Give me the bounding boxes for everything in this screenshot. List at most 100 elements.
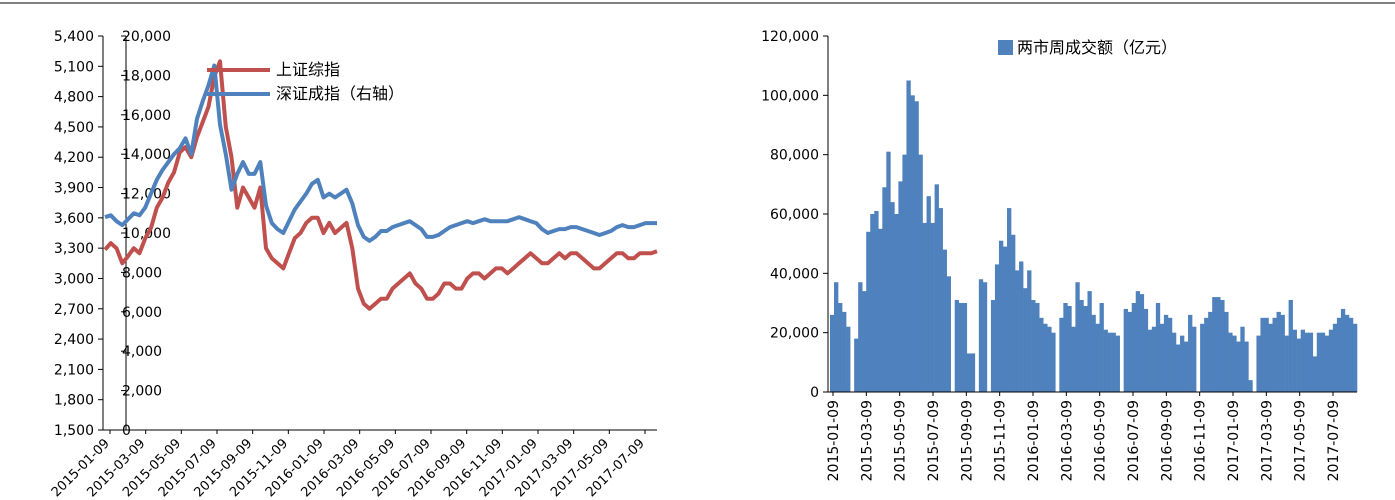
turnover-bar xyxy=(994,264,1000,392)
turnover-bar xyxy=(1348,317,1354,392)
turnover-bar xyxy=(1159,323,1165,392)
turnover-bar xyxy=(838,303,843,392)
turnover-bar xyxy=(1236,341,1241,392)
x-tick-label: 2015-05-09 xyxy=(893,400,909,481)
turnover-bar xyxy=(1312,356,1318,392)
turnover-bar xyxy=(1075,282,1080,392)
turnover-bar xyxy=(982,282,988,392)
turnover-bar xyxy=(998,240,1004,392)
turnover-bar xyxy=(938,208,943,392)
turnover-bar xyxy=(1260,317,1265,392)
left-tick-label: 3,600 xyxy=(54,211,94,227)
turnover-bar xyxy=(1059,317,1064,392)
turnover-bar xyxy=(1035,303,1040,392)
turnover-bar xyxy=(1304,332,1310,392)
turnover-bar xyxy=(1039,317,1044,392)
turnover-bar xyxy=(898,181,903,392)
turnover-bar xyxy=(1067,305,1072,392)
turnover-bar xyxy=(1292,329,1297,392)
turnover-bar xyxy=(1127,311,1133,392)
legend-label: 两市周成交额（亿元） xyxy=(1017,38,1177,57)
right-tick-label: 0 xyxy=(122,423,131,439)
turnover-bar xyxy=(1240,326,1245,392)
turnover-bar xyxy=(878,228,883,392)
right-tick-label: 6,000 xyxy=(122,305,162,321)
x-tick-label: 2017-01-09 xyxy=(1226,400,1242,481)
index-line-chart: 1,500 1,800 2,100 2,400 2,700 3,000 3,300 3,600… xyxy=(49,29,658,500)
turnover-bar xyxy=(934,184,939,392)
left-tick-label: 3,300 xyxy=(54,241,94,257)
turnover-bar xyxy=(1276,311,1281,392)
right-tick-label: 20,000 xyxy=(122,29,171,45)
turnover-bar xyxy=(858,282,863,392)
turnover-bar xyxy=(1171,332,1177,392)
turnover-bar xyxy=(910,95,915,392)
y-tick-label: 20,000 xyxy=(770,326,819,342)
x-tick-label: 2015-07-09 xyxy=(926,400,942,481)
turnover-bar xyxy=(978,279,984,392)
turnover-bar xyxy=(1143,308,1149,392)
shanghai-composite-line xyxy=(103,59,658,311)
turnover-bar xyxy=(1167,317,1173,392)
turnover-bar xyxy=(914,101,919,393)
turnover-bar xyxy=(1336,317,1342,392)
turnover-bar xyxy=(1015,270,1020,392)
turnover-bar xyxy=(1151,326,1157,392)
line-chart-x-labels: 2015-01-092015-03-092015-05-092015-07-09… xyxy=(49,430,648,500)
turnover-bar xyxy=(1135,291,1141,392)
turnover-bar xyxy=(1115,335,1120,392)
turnover-bar xyxy=(1091,314,1096,392)
x-tick-label: 2016-09-09 xyxy=(1159,400,1175,481)
left-tick-label: 2,400 xyxy=(54,332,94,348)
left-axis-ticks: 1,500 1,800 2,100 2,400 2,700 3,000 3,300 3,600… xyxy=(54,29,103,439)
turnover-bar xyxy=(1139,294,1145,392)
turnover-bar xyxy=(1332,323,1338,392)
turnover-bar xyxy=(1111,332,1116,392)
turnover-bar xyxy=(1264,317,1269,392)
turnover-bar xyxy=(1095,323,1100,392)
right-tick-label: 4,000 xyxy=(122,344,162,360)
x-tick-label: 2016-01-09 xyxy=(1026,400,1042,481)
turnover-bar xyxy=(870,214,875,392)
legend-swatch xyxy=(998,40,1013,55)
x-tick-label: 2016-11-09 xyxy=(1193,400,1209,481)
turnover-bar xyxy=(1099,303,1104,392)
x-tick-label: 2015-03-09 xyxy=(859,400,875,481)
turnover-bar xyxy=(1272,317,1277,392)
x-tick-label: 2016-07-09 xyxy=(1126,400,1142,481)
left-tick-label: 4,800 xyxy=(54,90,94,106)
turnover-bar xyxy=(1087,291,1092,392)
turnover-bar xyxy=(842,311,847,392)
legend-label: 上证综指 xyxy=(276,60,340,79)
turnover-bar xyxy=(1019,261,1024,392)
turnover-bar xyxy=(1232,335,1237,392)
bar-chart-bars xyxy=(830,80,1358,393)
right-tick-label: 2,000 xyxy=(122,384,162,400)
turnover-bar xyxy=(1031,300,1036,392)
turnover-bar xyxy=(1296,338,1301,392)
turnover-bar xyxy=(1179,335,1185,392)
turnover-bar xyxy=(962,303,968,392)
turnover-bar xyxy=(866,231,871,392)
turnover-bar xyxy=(1352,323,1358,392)
legend-label: 深证成指（右轴） xyxy=(276,84,404,103)
turnover-bar xyxy=(1256,335,1261,392)
turnover-bar xyxy=(1208,311,1213,392)
turnover-bar xyxy=(922,222,927,392)
turnover-bar xyxy=(1175,344,1181,392)
turnover-bar xyxy=(886,151,891,392)
turnover-bar xyxy=(1123,308,1128,392)
turnover-bar xyxy=(1131,303,1137,392)
turnover-bar xyxy=(954,300,960,392)
turnover-bar xyxy=(874,211,879,392)
left-tick-label: 2,100 xyxy=(54,362,94,378)
turnover-bar xyxy=(1002,246,1008,392)
x-tick-label: 2017-03-09 xyxy=(1259,400,1275,481)
right-tick-label: 14,000 xyxy=(122,147,171,163)
turnover-bar xyxy=(1268,323,1273,392)
turnover-bar xyxy=(1007,208,1012,392)
turnover-bar xyxy=(958,303,964,392)
left-tick-label: 1,500 xyxy=(54,423,94,439)
